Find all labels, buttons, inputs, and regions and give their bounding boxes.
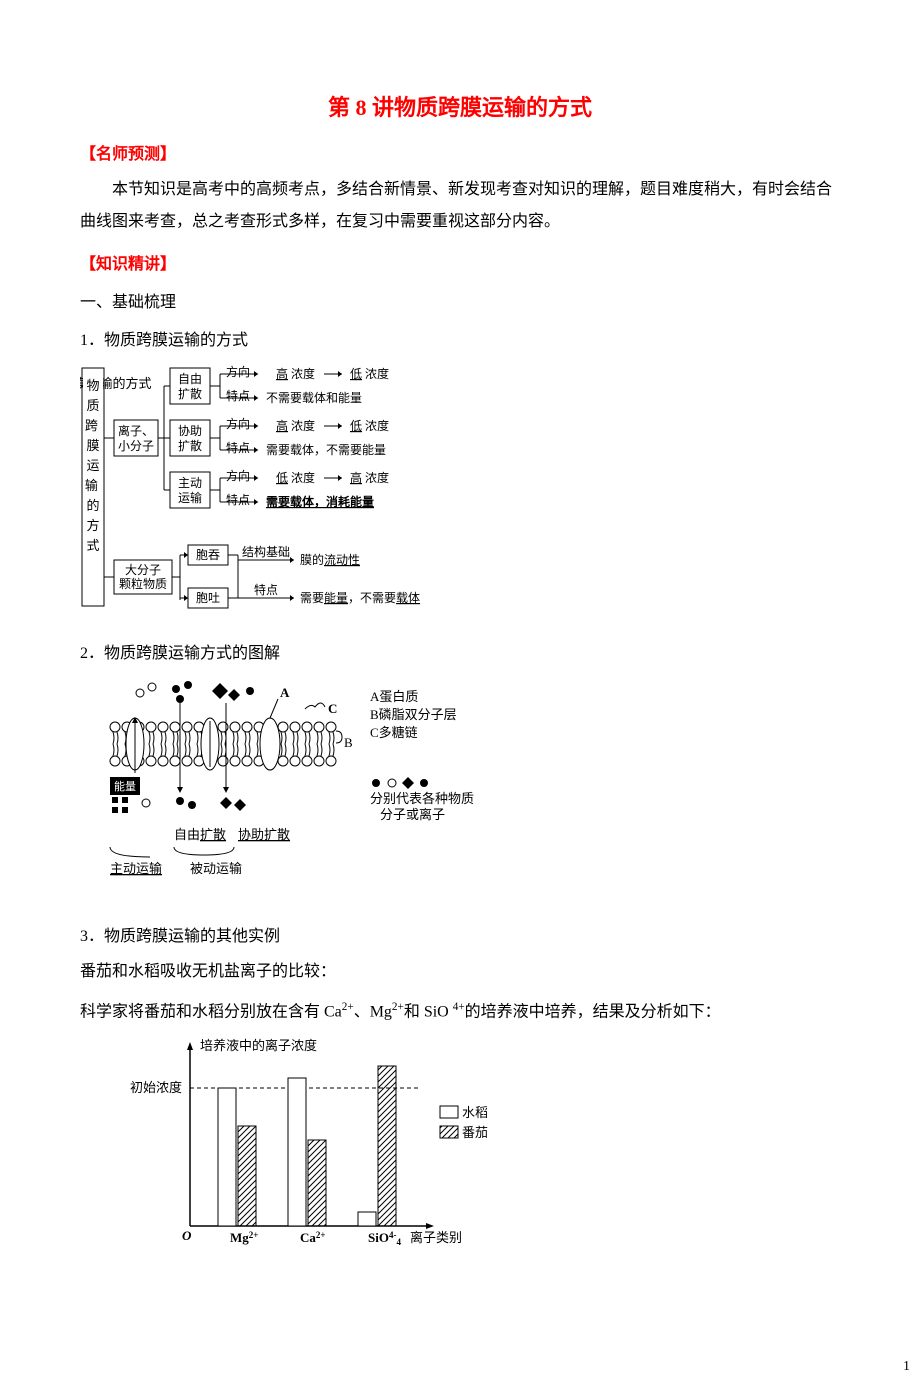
- svg-text:结构基础: 结构基础: [242, 544, 290, 559]
- forecast-para: 本节知识是高考中的高频考点，多结合新情景、新发现考查对知识的理解，题目难度稍大，…: [80, 174, 840, 238]
- svg-text:分别代表各种物质: 分别代表各种物质: [370, 791, 474, 806]
- svg-text:B: B: [344, 735, 353, 750]
- svg-text:特点: 特点: [254, 582, 278, 597]
- svg-text:初始浓度: 初始浓度: [130, 1080, 182, 1095]
- experiment-para: 科学家将番茄和水稻分别放在含有 Ca2+、Mg2+和 SiO 4+的培养液中培养…: [80, 996, 840, 1028]
- svg-text:需要载体，不需要能量: 需要载体，不需要能量: [266, 443, 386, 457]
- svg-text:颗粒物质: 颗粒物质: [119, 576, 167, 591]
- svg-text:特点: 特点: [226, 388, 250, 403]
- svg-text:胞吐: 胞吐: [196, 591, 220, 605]
- svg-text:协助: 协助: [178, 423, 202, 438]
- svg-text:C多糖链: C多糖链: [370, 725, 418, 740]
- section-knowledge: 【知识精讲】: [80, 250, 840, 274]
- svg-text:方向: 方向: [226, 416, 250, 431]
- svg-text:番茄: 番茄: [462, 1125, 488, 1140]
- svg-text:离子类别: 离子类别: [410, 1230, 462, 1245]
- svg-text:需要能量，不需要载体: 需要能量，不需要载体: [300, 591, 420, 605]
- diagram-membrane: 能量 A C B: [80, 673, 840, 908]
- svg-text:特点: 特点: [226, 440, 250, 455]
- diagram-ion-chart: 培养液中的离子浓度 初始浓度 O Mg2+ Ca2+ SiO4-4 离子类别: [100, 1036, 840, 1261]
- svg-text:A蛋白质: A蛋白质: [370, 689, 418, 704]
- svg-text:主动: 主动: [178, 476, 202, 490]
- sub-foundation: 一、基础梳理: [80, 288, 840, 312]
- item-3: 3．物质跨膜运输的其他实例: [80, 922, 840, 946]
- svg-text:方向: 方向: [226, 364, 250, 379]
- diagram-transport-tree: 物质跨膜运输的方式 物质跨 膜运输 的方式 物质跨 膜运输 的方式 离子、 小分…: [80, 360, 840, 625]
- svg-text:A: A: [280, 685, 290, 700]
- svg-text:被动运输: 被动运输: [190, 861, 242, 876]
- svg-text:高 浓度: 高 浓度: [276, 366, 315, 381]
- svg-text:Ca2+: Ca2+: [300, 1230, 326, 1245]
- svg-text:C: C: [328, 701, 337, 716]
- svg-text:O: O: [182, 1228, 192, 1243]
- svg-text:高 浓度: 高 浓度: [350, 470, 389, 485]
- section-forecast: 【名师预测】: [80, 140, 840, 164]
- svg-text:胞吞: 胞吞: [196, 548, 220, 562]
- svg-text:大分子: 大分子: [125, 563, 161, 577]
- svg-text:能量: 能量: [114, 779, 136, 793]
- svg-text:SiO4-4: SiO4-4: [368, 1230, 401, 1247]
- svg-text:培养液中的离子浓度: 培养液中的离子浓度: [200, 1038, 317, 1053]
- svg-text:小分子: 小分子: [118, 439, 154, 453]
- svg-text:膜的流动性: 膜的流动性: [300, 552, 360, 567]
- svg-text:需要载体，消耗能量: 需要载体，消耗能量: [266, 494, 374, 509]
- svg-text:低 浓度: 低 浓度: [350, 418, 389, 433]
- svg-text:扩散: 扩散: [178, 438, 202, 453]
- page-title: 第 8 讲物质跨膜运输的方式: [80, 90, 840, 122]
- svg-text:自由: 自由: [178, 372, 202, 386]
- item-1: 1．物质跨膜运输的方式: [80, 326, 840, 350]
- svg-text:不需要载体和能量: 不需要载体和能量: [266, 391, 362, 405]
- svg-text:运输: 运输: [178, 490, 202, 505]
- svg-text:B磷脂双分子层: B磷脂双分子层: [370, 707, 457, 722]
- svg-text:协助扩散: 协助扩散: [238, 827, 290, 842]
- svg-text:扩散: 扩散: [178, 386, 202, 401]
- compare-para: 番茄和水稻吸收无机盐离子的比较：: [80, 956, 840, 988]
- svg-text:物质跨 膜运输 的方式: 物质跨 膜运输 的方式: [85, 378, 101, 553]
- svg-text:水稻: 水稻: [462, 1105, 488, 1120]
- item-2: 2．物质跨膜运输方式的图解: [80, 639, 840, 663]
- svg-text:自由扩散: 自由扩散: [174, 827, 226, 842]
- svg-text:分子或离子: 分子或离子: [380, 807, 445, 822]
- svg-text:离子、: 离子、: [118, 423, 154, 438]
- svg-text:低 浓度: 低 浓度: [276, 470, 315, 485]
- svg-text:低 浓度: 低 浓度: [350, 366, 389, 381]
- svg-text:方向: 方向: [226, 468, 250, 483]
- page-number: 1: [0, 1359, 920, 1375]
- svg-text:主动运输: 主动运输: [110, 861, 162, 876]
- svg-text:高 浓度: 高 浓度: [276, 418, 315, 433]
- svg-text:特点: 特点: [226, 492, 250, 507]
- svg-text:Mg2+: Mg2+: [230, 1230, 258, 1245]
